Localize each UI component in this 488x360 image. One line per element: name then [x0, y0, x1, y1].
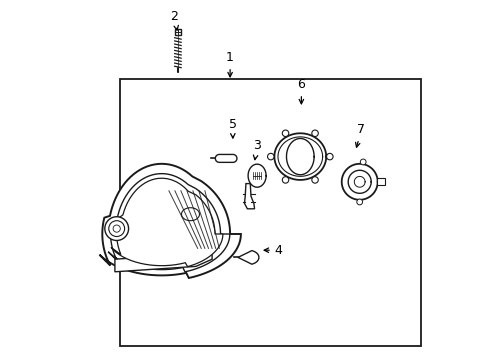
- Circle shape: [267, 153, 273, 160]
- Circle shape: [326, 153, 332, 160]
- Bar: [120, 79, 420, 346]
- Polygon shape: [244, 184, 254, 209]
- Circle shape: [311, 177, 318, 183]
- Bar: [377, 178, 384, 185]
- Text: 7: 7: [355, 123, 365, 147]
- Circle shape: [282, 130, 288, 136]
- Text: 1: 1: [225, 51, 234, 77]
- Polygon shape: [115, 248, 212, 272]
- Circle shape: [104, 217, 128, 240]
- Polygon shape: [215, 154, 237, 162]
- Text: 4: 4: [264, 244, 282, 257]
- Circle shape: [113, 225, 120, 232]
- Text: 6: 6: [297, 78, 305, 104]
- Circle shape: [282, 177, 288, 183]
- Circle shape: [108, 221, 124, 237]
- Text: 3: 3: [253, 139, 261, 160]
- Text: 2: 2: [170, 10, 178, 30]
- Bar: [174, 29, 181, 35]
- Polygon shape: [238, 251, 258, 264]
- Circle shape: [360, 159, 366, 165]
- Circle shape: [356, 199, 362, 205]
- Polygon shape: [111, 178, 223, 267]
- Text: 5: 5: [228, 118, 236, 138]
- Polygon shape: [99, 164, 241, 278]
- Polygon shape: [108, 174, 229, 272]
- Circle shape: [311, 130, 318, 136]
